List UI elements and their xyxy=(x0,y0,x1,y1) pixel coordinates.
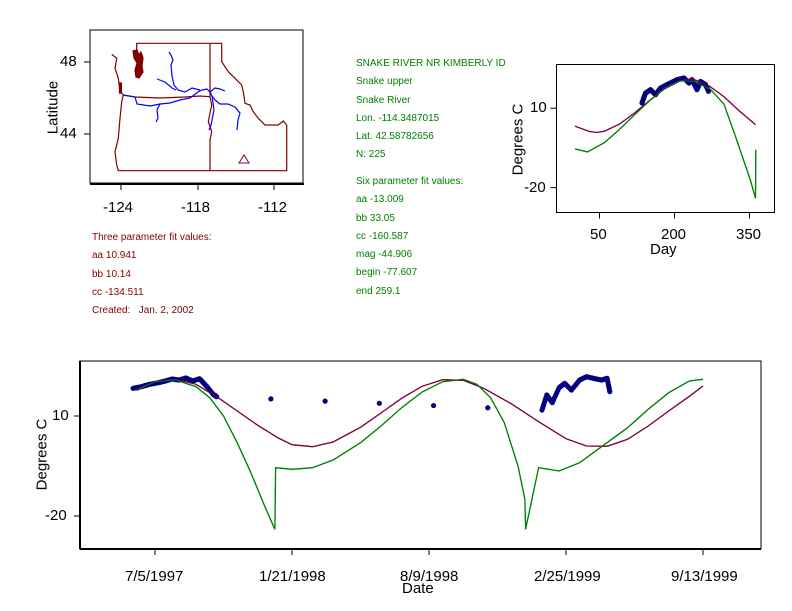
data-point xyxy=(485,405,491,411)
date-xtick-label: 9/13/1999 xyxy=(671,568,738,585)
station-marker-icon xyxy=(238,154,250,164)
data-point xyxy=(705,88,712,94)
date-ytick-label: 10 xyxy=(52,407,69,424)
river-snake-north xyxy=(209,87,226,93)
river-yakima xyxy=(156,78,177,91)
three-fit-line-overlay xyxy=(136,378,704,448)
state-outline xyxy=(111,42,288,172)
created-date: Created: Jan. 2, 2002 xyxy=(92,305,194,317)
six-param-bb: bb 33.05 xyxy=(356,212,395,224)
six-param-block: Six parameter fit values: aa -13.009 bb … xyxy=(356,173,463,301)
six-fit-line-overlay xyxy=(137,378,704,530)
map-xtick-label: -118 xyxy=(181,199,210,216)
rivers xyxy=(122,51,241,131)
three-param-aa: aa 10.941 xyxy=(92,250,137,262)
day-chart-frame xyxy=(556,64,775,213)
river-columbia xyxy=(122,88,241,131)
station-river: Snake River xyxy=(356,94,411,106)
six-param-begin: begin -77.607 xyxy=(356,267,418,279)
date-ytick-label: -20 xyxy=(45,507,67,524)
six-param-aa: aa -13.009 xyxy=(356,194,404,206)
date-xtick-label: 7/5/1997 xyxy=(125,568,184,585)
six-param-cc: cc -160.587 xyxy=(356,230,409,242)
day-xtick-label: 350 xyxy=(736,226,762,243)
date-xtick-label: 8/9/1998 xyxy=(400,568,459,585)
day-xlabel: Day xyxy=(650,241,677,258)
day-ytick-label: -20 xyxy=(524,179,546,196)
station-region: Snake upper xyxy=(356,76,413,88)
map-xtick-label: -124 xyxy=(103,199,134,216)
data-point xyxy=(268,396,274,402)
coastal-inlet xyxy=(118,82,123,94)
wa-id-border xyxy=(207,43,213,171)
three-param-block: Three parameter fit values: aa 10.941 bb… xyxy=(92,229,212,320)
day-xtick-label: 200 xyxy=(661,226,687,243)
three-param-cc: cc -134.511 xyxy=(92,286,144,298)
date-xtick-label: 2/25/1999 xyxy=(534,568,601,585)
data-point xyxy=(607,389,613,395)
date-chart-frame xyxy=(79,360,762,550)
day-ytick-label: 10 xyxy=(530,99,547,116)
map-ytick-label: 48 xyxy=(60,53,77,70)
station-lon: Lon. -114.3487015 xyxy=(356,112,440,124)
date-xlabel: Date xyxy=(402,580,434,597)
six-param-mag: mag -44.906 xyxy=(356,249,413,261)
six-fit-line xyxy=(136,378,704,530)
date-xtick-label: 1/21/1998 xyxy=(259,568,326,585)
station-n: N: 225 xyxy=(356,149,386,161)
map-ytick-label: 44 xyxy=(60,125,77,142)
six-param-end: end 259.1 xyxy=(356,285,401,297)
three-param-heading: Three parameter fit values: xyxy=(92,232,212,243)
data-point xyxy=(376,400,382,406)
three-param-bb: bb 10.14 xyxy=(92,268,131,280)
observed-data xyxy=(130,374,613,413)
day-xtick-label: 50 xyxy=(590,226,607,243)
station-block: SNAKE RIVER NR KIMBERLY ID Snake upper S… xyxy=(356,55,506,165)
river-upper-columbia xyxy=(168,51,201,93)
puget-sound xyxy=(132,49,144,79)
river-willamette xyxy=(155,103,161,123)
data-point xyxy=(322,398,328,404)
data-point xyxy=(430,402,437,409)
station-name: SNAKE RIVER NR KIMBERLY ID xyxy=(356,58,506,69)
station-lat: Lat. 42.58782656 xyxy=(356,131,434,143)
six-param-heading: Six parameter fit values: xyxy=(356,176,464,187)
six-fit-line-overlay xyxy=(574,80,757,199)
map-xtick-label: -112 xyxy=(258,199,287,216)
river-snake-south xyxy=(208,95,215,131)
three-fit-line xyxy=(136,378,704,448)
date-ylabel: Degrees C xyxy=(33,418,51,491)
